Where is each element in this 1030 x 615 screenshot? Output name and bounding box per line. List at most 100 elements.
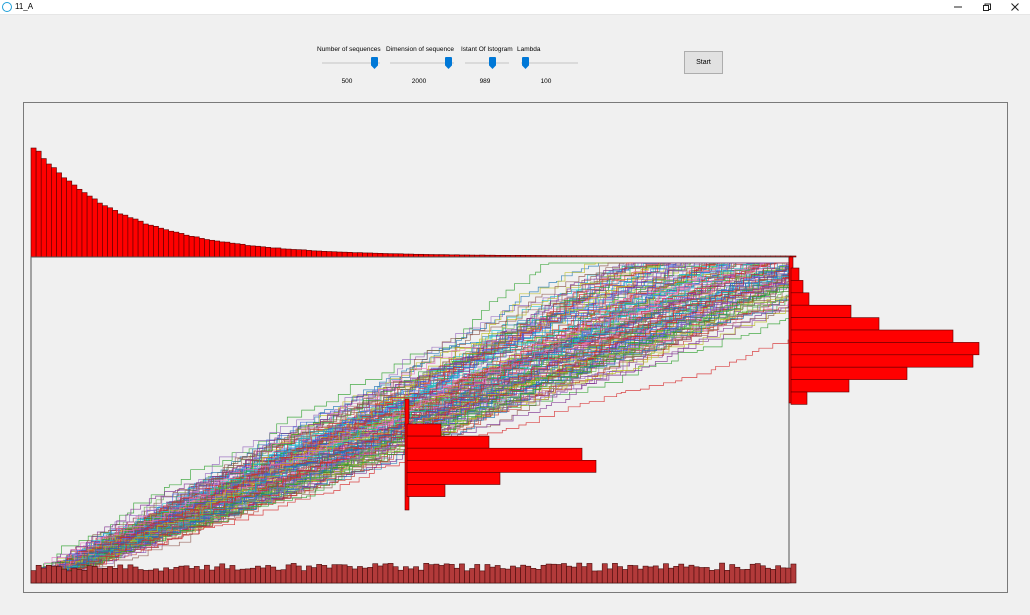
bottom-histogram-bar xyxy=(545,563,552,584)
bottom-histogram-bar xyxy=(158,570,164,584)
top-histogram-bar xyxy=(336,251,343,258)
sample-path xyxy=(31,262,789,582)
bottom-histogram-bar xyxy=(683,566,690,584)
bottom-histogram-bar xyxy=(402,566,409,584)
istant-of-istogram-value: 989 xyxy=(479,78,491,85)
bottom-histogram-bar xyxy=(265,565,272,584)
bottom-histogram-bar xyxy=(61,568,67,584)
sample-path xyxy=(31,262,789,582)
istant-of-istogram-slider-thumb[interactable] xyxy=(489,57,496,69)
intermediate-histogram-bar xyxy=(406,459,597,473)
lambda-slider[interactable] xyxy=(521,62,578,64)
minimize-icon[interactable] xyxy=(944,0,972,14)
bottom-histogram-bar xyxy=(525,565,532,584)
final-histogram-bar xyxy=(790,292,810,306)
bottom-histogram-bar xyxy=(581,566,588,584)
bottom-histogram-bar xyxy=(300,570,307,584)
bottom-histogram-bar xyxy=(693,566,700,584)
bottom-histogram-bar xyxy=(336,564,343,584)
bottom-histogram-bar xyxy=(188,568,195,584)
bottom-histogram-bar xyxy=(56,566,62,584)
bottom-histogram-bar xyxy=(91,566,98,584)
top-histogram-bar xyxy=(362,252,368,258)
lambda-slider-thumb[interactable] xyxy=(522,57,529,69)
start-button[interactable]: Start xyxy=(684,51,723,74)
top-histogram-bar xyxy=(142,223,149,258)
bottom-histogram-bar xyxy=(285,564,292,584)
bottom-histogram-bar xyxy=(102,568,108,584)
number-of-sequences-slider-thumb[interactable] xyxy=(371,57,378,69)
bottom-histogram-bar xyxy=(719,562,725,584)
bottom-histogram-bar xyxy=(306,565,312,584)
bottom-histogram-bar xyxy=(275,569,282,584)
top-histogram-bar xyxy=(204,239,210,258)
bottom-histogram-bar xyxy=(387,563,394,584)
top-histogram-bar xyxy=(300,249,307,258)
intermediate-histogram-bar xyxy=(406,423,442,437)
bottom-histogram-bar xyxy=(148,569,154,584)
bottom-histogram-bar xyxy=(413,566,419,584)
top-histogram-bar xyxy=(234,243,241,258)
intermediate-histogram-bar xyxy=(406,484,446,497)
close-icon[interactable] xyxy=(1001,0,1029,14)
final-histogram-bar xyxy=(790,267,800,281)
bottom-histogram-bar xyxy=(571,566,577,584)
bottom-histogram-bar xyxy=(280,569,287,584)
dimension-of-sequence-slider-thumb[interactable] xyxy=(445,57,452,69)
bottom-histogram-bar xyxy=(362,567,368,584)
restore-icon[interactable] xyxy=(973,0,1001,14)
top-histogram-bar xyxy=(112,210,118,258)
istant-of-istogram-slider[interactable] xyxy=(465,62,509,64)
top-histogram-bar xyxy=(357,252,363,258)
number-of-sequences-slider[interactable] xyxy=(322,62,380,64)
bottom-histogram-bar xyxy=(40,567,47,584)
top-histogram-bar xyxy=(86,195,93,258)
bottom-histogram-bar xyxy=(632,565,639,584)
bottom-histogram-bar xyxy=(642,565,649,584)
top-histogram-bar xyxy=(81,192,88,258)
top-histogram-bar xyxy=(66,180,73,258)
bottom-histogram-bar xyxy=(122,568,129,584)
top-histogram xyxy=(30,147,797,258)
bottom-histogram-bar xyxy=(703,567,710,584)
top-histogram-bar xyxy=(244,245,251,258)
bottom-histogram-bar xyxy=(71,567,78,584)
bottom-histogram-bar xyxy=(173,567,180,584)
top-histogram-bar xyxy=(35,150,42,258)
bottom-histogram-bar xyxy=(535,569,542,584)
bottom-histogram-bar xyxy=(183,565,190,584)
top-histogram-bar xyxy=(280,248,287,258)
top-histogram-bar xyxy=(316,250,323,258)
top-histogram-bar xyxy=(790,255,797,258)
bottom-histogram-bar xyxy=(561,563,567,584)
top-histogram-bar xyxy=(224,241,231,258)
top-histogram-bar xyxy=(51,167,57,258)
top-histogram-bar xyxy=(199,238,205,258)
sample-path xyxy=(31,262,789,582)
bottom-histogram-bar xyxy=(214,566,221,584)
bottom-histogram-bar xyxy=(397,569,404,584)
top-histogram-bar xyxy=(382,253,389,258)
sample-path xyxy=(31,262,789,582)
top-histogram-bar xyxy=(97,202,103,258)
top-histogram-bar xyxy=(290,249,297,258)
top-histogram-bar xyxy=(214,240,221,258)
bottom-histogram-bar xyxy=(35,564,42,584)
bottom-histogram-bar xyxy=(448,564,455,584)
intermediate-histogram xyxy=(404,398,597,511)
top-histogram-bar xyxy=(188,236,195,258)
dimension-of-sequence-slider[interactable] xyxy=(390,62,454,64)
bottom-histogram-bar xyxy=(153,568,159,584)
top-histogram-bar xyxy=(40,158,47,258)
bottom-histogram-bar xyxy=(382,563,389,584)
bottom-histogram-bar xyxy=(260,567,266,584)
bottom-histogram-bar xyxy=(739,569,746,584)
bottom-histogram-bar xyxy=(137,569,144,584)
bottom-histogram-bar xyxy=(714,569,720,584)
app-icon xyxy=(2,2,12,12)
top-histogram-bar xyxy=(30,147,37,258)
bottom-histogram-bar xyxy=(438,565,445,584)
final-histogram-bar xyxy=(790,329,954,343)
top-histogram-bar xyxy=(321,251,328,258)
bottom-histogram-bar xyxy=(698,567,705,584)
